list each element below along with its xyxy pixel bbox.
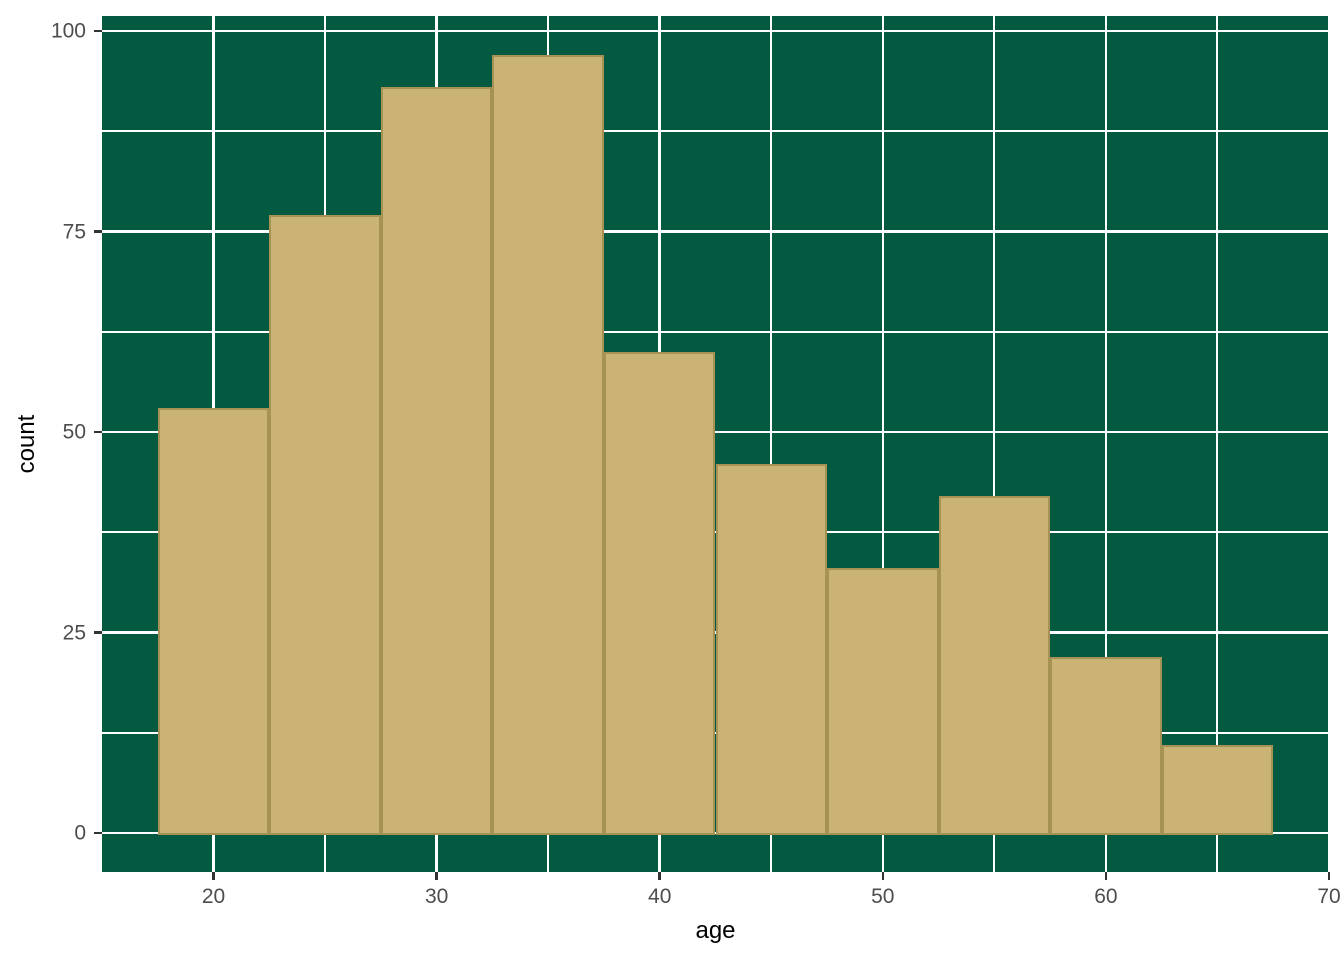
y-tick — [94, 430, 102, 434]
x-tick-label: 60 — [1094, 885, 1118, 908]
histogram-bar — [157, 407, 270, 835]
x-tick-label: 30 — [424, 885, 449, 908]
gridline-minor-h — [102, 130, 1329, 133]
y-tick — [94, 631, 102, 634]
x-tick-label: 40 — [648, 885, 672, 908]
plot-panel — [102, 16, 1329, 872]
y-tick-label: 50 — [62, 420, 86, 444]
x-tick — [435, 872, 438, 880]
histogram-bar — [380, 87, 493, 835]
histogram-bar — [827, 568, 939, 835]
gridline-minor-v — [770, 16, 773, 872]
y-tick — [94, 230, 102, 233]
gridline-major-h — [102, 430, 1329, 434]
gridline-major-v — [1104, 16, 1108, 872]
y-tick — [94, 29, 102, 33]
y-axis-title: count — [13, 414, 40, 474]
x-tick — [212, 872, 215, 880]
histogram-bar — [1050, 656, 1162, 835]
x-tick-label: 50 — [871, 885, 895, 908]
gridline-minor-v — [993, 16, 996, 872]
histogram-bar — [492, 55, 604, 835]
y-tick-label: 0 — [74, 821, 86, 845]
x-tick — [881, 872, 885, 880]
y-tick — [94, 831, 102, 835]
gridline-major-h — [102, 230, 1329, 233]
histogram-bar — [269, 215, 381, 835]
histogram-bar — [715, 464, 828, 835]
gridline-minor-v — [1216, 16, 1219, 872]
gridline-major-h — [102, 29, 1329, 33]
y-tick-label: 25 — [62, 621, 86, 645]
y-tick-label: 100 — [50, 19, 86, 43]
x-tick — [658, 872, 661, 880]
x-tick-label: 70 — [1317, 885, 1341, 908]
gridline-major-v — [1327, 16, 1329, 872]
gridline-minor-h — [102, 330, 1329, 333]
gridline-major-v — [881, 16, 885, 872]
x-axis-title: age — [695, 917, 736, 944]
x-tick-label: 20 — [201, 885, 226, 908]
x-tick — [1327, 872, 1331, 880]
x-tick — [1104, 872, 1108, 880]
histogram-bar — [938, 496, 1051, 835]
histogram-bar — [603, 351, 716, 835]
y-tick-label: 75 — [62, 220, 86, 243]
histogram-bar — [1161, 744, 1274, 836]
